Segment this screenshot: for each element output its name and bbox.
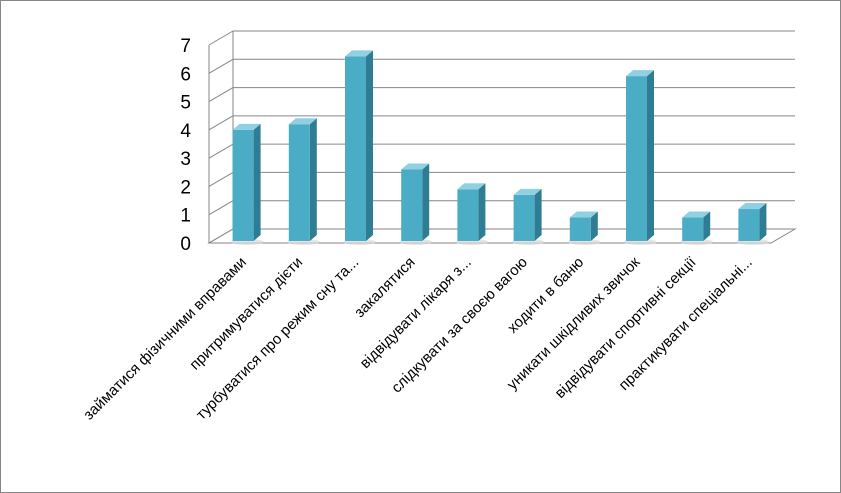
bars [230, 50, 770, 245]
bar-side [590, 211, 598, 241]
gridline [208, 171, 234, 187]
x-axis-category-labels: займатися фізичними вправами притримуват… [80, 253, 755, 423]
bar-side [366, 50, 373, 241]
gridline [208, 143, 234, 159]
x-category-label: притримуватися дієти [186, 254, 306, 374]
gridline [208, 87, 234, 103]
y-tick-label: 1 [180, 206, 191, 227]
bar-side [422, 163, 430, 241]
y-tick-label: 6 [180, 64, 191, 85]
bar-front [288, 124, 310, 241]
gridline [208, 58, 234, 74]
x-category-label: відвідувати лікаря з... [357, 254, 475, 372]
y-tick-label: 3 [180, 149, 191, 170]
bar-top [457, 183, 486, 190]
bar [511, 188, 545, 245]
bar-side [647, 70, 654, 241]
bar [624, 70, 657, 245]
bar-side [478, 183, 486, 241]
y-tick-label: 2 [180, 177, 191, 198]
bar-front [513, 194, 535, 241]
bar-front [682, 217, 704, 241]
bar [399, 163, 433, 245]
bar [455, 183, 489, 245]
bar-side [703, 211, 711, 241]
gridline [208, 30, 234, 46]
bar-top [626, 70, 654, 77]
bar-front [401, 169, 423, 241]
bar-front [457, 189, 479, 241]
y-tick-label: 7 [180, 36, 191, 57]
bar-side [253, 123, 261, 241]
y-tick-label: 0 [180, 234, 191, 255]
bar [286, 118, 320, 245]
bar-top [288, 118, 317, 125]
bar [680, 211, 714, 245]
bar [736, 203, 770, 245]
bar-top [682, 211, 711, 218]
bar-front [345, 56, 366, 241]
bar [567, 211, 601, 245]
bar-front [232, 129, 254, 241]
bar-front [569, 217, 591, 241]
bar [230, 123, 264, 245]
gridline [208, 200, 234, 216]
bar-front [626, 76, 647, 241]
bar [343, 50, 376, 245]
y-tick-label: 4 [180, 121, 191, 142]
bar-top [401, 163, 430, 170]
bar-top [569, 211, 598, 218]
y-axis-ticks: 0 1 2 3 4 5 6 7 [180, 36, 191, 255]
y-tick-label: 5 [180, 93, 191, 114]
bar-side [759, 203, 767, 241]
bar-side [534, 188, 542, 241]
bar-top [345, 50, 373, 57]
gridline [208, 115, 234, 131]
bar-top [738, 203, 767, 210]
bar-front [738, 209, 760, 241]
bar-side [309, 118, 317, 241]
bar-top [513, 188, 542, 195]
bar-top [232, 123, 261, 130]
